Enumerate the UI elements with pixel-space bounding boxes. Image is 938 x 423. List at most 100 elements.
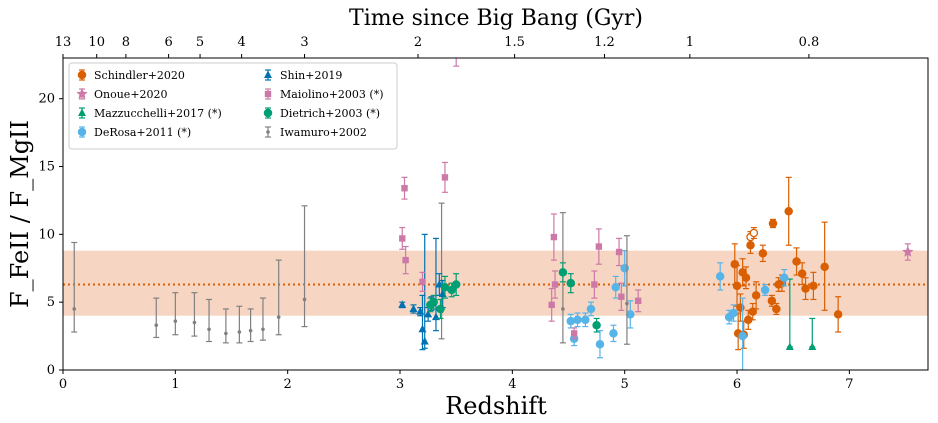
x-tick-label: 5 — [621, 377, 629, 392]
data-point-marker — [154, 323, 159, 328]
data-point-schindler-2020 — [741, 266, 751, 290]
data-point-derosa-2011 — [595, 330, 605, 359]
data-point-marker — [566, 316, 576, 326]
top-tick-label: 4 — [237, 35, 245, 50]
legend-entry: Iwamuro+2002 — [265, 126, 367, 139]
legend-entry: Dietrich+2003 (*) — [263, 107, 380, 120]
legend-entry: DeRosa+2011 (*) — [77, 126, 191, 139]
x-tick-label: 0 — [59, 377, 67, 392]
data-point-maiolino-2003 — [399, 226, 406, 250]
data-point-dietrich-2003 — [451, 273, 461, 296]
data-point-marker — [592, 320, 601, 330]
plot-frame — [62, 57, 929, 371]
data-point-marker — [451, 280, 461, 289]
top-tick-label: 2 — [414, 35, 422, 50]
data-point-marker — [751, 291, 761, 300]
legend-entry: Mazzucchelli+2017 (*) — [78, 107, 222, 120]
data-point-dietrich-2003 — [558, 262, 568, 283]
data-point-schindler-2020 — [768, 218, 778, 229]
data-point-marker — [302, 297, 307, 302]
legend-marker — [263, 108, 273, 118]
data-point-iwamuro-2002 — [71, 241, 78, 333]
data-point-marker — [224, 331, 228, 336]
legend-entry: Schindler+2020 — [77, 69, 185, 82]
legend-entry: Onoue+2020 — [76, 88, 168, 101]
data-point-maiolino-2003 — [570, 327, 578, 340]
data-point-maiolino-2003 — [441, 161, 449, 193]
legend-label: Onoue+2020 — [94, 88, 168, 101]
x-tick-label: 4 — [508, 377, 516, 392]
legend-marker — [77, 70, 87, 80]
data-point-iwamuro-2002 — [191, 292, 198, 337]
legend-marker — [264, 70, 272, 78]
data-point-maiolino-2003 — [550, 213, 558, 261]
data-point-marker — [618, 293, 625, 300]
data-point-marker — [595, 339, 605, 349]
x-tick-label: 3 — [396, 377, 404, 392]
data-point-marker — [419, 278, 426, 286]
data-point-iwamuro-2002 — [222, 308, 229, 344]
data-point-marker — [715, 272, 725, 281]
data-point-marker — [248, 328, 253, 333]
data-point-marker — [447, 285, 456, 295]
tick-layer: 0 1 2 3 4 5 6 7 0 5 10 15 20 13 10 8 6 5 4 3 2 1.5 1.2 1 0.8 — [38, 35, 853, 392]
data-point-marker — [779, 273, 789, 283]
data-point-maiolino-2003 — [551, 270, 559, 299]
y-tick-label: 0 — [47, 363, 55, 378]
data-point-marker — [441, 174, 449, 181]
y-tick-label: 20 — [38, 92, 55, 107]
data-point-marker — [749, 228, 759, 238]
data-point-marker — [409, 304, 418, 312]
data-point-marker — [207, 327, 211, 332]
data-point-maiolino-2003 — [548, 288, 555, 322]
data-point-maiolino-2003 — [453, 47, 460, 67]
data-point-iwamuro-2002 — [301, 205, 308, 328]
data-point-marker — [758, 249, 768, 258]
data-point-marker — [550, 233, 558, 241]
data-point-marker — [429, 297, 438, 307]
data-point-marker — [625, 301, 629, 306]
legend-label: Shin+2019 — [280, 69, 342, 82]
data-point-schindler-2020 — [809, 271, 818, 301]
data-point-onoue-2020 — [902, 243, 914, 261]
data-point-dietrich-2003 — [447, 282, 456, 298]
data-point-marker — [833, 310, 843, 319]
legend-marker — [77, 127, 87, 137]
data-point-marker — [399, 235, 406, 242]
data-point-maiolino-2003 — [402, 245, 409, 275]
data-point-marker — [398, 300, 407, 308]
data-point-schindler-2020 — [820, 221, 829, 311]
data-point-derosa-2011 — [779, 269, 789, 287]
data-point-marker — [453, 47, 459, 53]
data-point-marker — [767, 296, 777, 306]
legend: Schindler+2020 Onoue+2020 Mazzucchelli+201… — [68, 62, 398, 150]
data-point-iwamuro-2002 — [275, 259, 282, 336]
data-point-schindler-2020 — [801, 277, 810, 301]
data-point-derosa-2011 — [626, 300, 635, 329]
data-point-marker — [72, 307, 77, 311]
data-point-derosa-2011 — [609, 324, 618, 343]
data-point-marker — [809, 281, 818, 291]
top-tick-label: 3 — [300, 35, 308, 50]
legend-marker — [78, 108, 86, 116]
top-tick-label: 0.8 — [799, 35, 820, 50]
data-point-derosa-2011 — [573, 312, 582, 328]
data-point-derosa-2011 — [581, 312, 590, 328]
data-point-maiolino-2003 — [595, 228, 603, 265]
data-point-shin-2019 — [398, 300, 407, 309]
legend-label: Schindler+2020 — [94, 69, 185, 82]
data-point-maiolino-2003 — [419, 271, 426, 292]
data-point-derosa-2011 — [715, 262, 725, 291]
data-point-schindler-2020 — [772, 302, 781, 315]
data-point-marker — [609, 329, 618, 338]
data-point-schindler-2020 — [833, 296, 843, 333]
top-tick-label: 8 — [122, 35, 130, 50]
legend-marker — [264, 90, 272, 98]
data-point-iwamuro-2002 — [623, 235, 630, 345]
top-tick-label: 1.5 — [504, 35, 525, 50]
legend-entry: Maiolino+2003 (*) — [264, 88, 384, 101]
data-point-marker — [626, 310, 635, 319]
top-tick-label: 1.2 — [594, 35, 615, 50]
data-point-marker — [732, 281, 742, 291]
